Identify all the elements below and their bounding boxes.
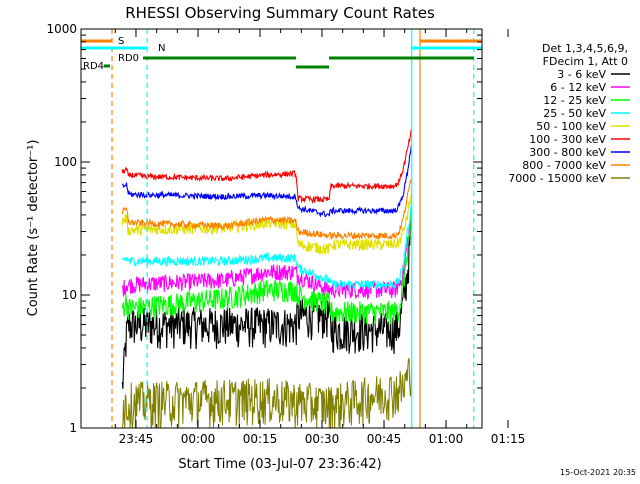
flag-label-3: RD0 bbox=[118, 53, 139, 64]
flag-label-5: RD4 bbox=[83, 61, 104, 72]
legend-label-1: 3 - 6 keV bbox=[557, 68, 606, 81]
series-line-3 bbox=[121, 205, 413, 325]
legend-header-line-2: FDecim 1, Att 0 bbox=[543, 55, 628, 68]
series-line-5 bbox=[121, 192, 413, 256]
y-tick-label-1: 1 bbox=[69, 421, 77, 435]
x-tick-label-7: 01:15 bbox=[491, 432, 526, 446]
legend-header-line-1: Det 1,3,4,5,6,9, bbox=[542, 42, 628, 55]
series-line-2 bbox=[121, 209, 413, 300]
generation-timestamp: 15-Oct-2021 20:35 bbox=[560, 468, 636, 477]
x-tick-label-1: 23:45 bbox=[119, 432, 154, 446]
legend-label-3: 12 - 25 keV bbox=[543, 94, 606, 107]
legend-label-8: 800 - 7000 keV bbox=[522, 159, 606, 172]
plot-frame bbox=[80, 28, 483, 429]
x-tick-label-4: 00:30 bbox=[305, 432, 340, 446]
legend: Det 1,3,4,5,6,9, FDecim 1, Att 0 3 - 6 k… bbox=[508, 42, 630, 185]
legend-label-9: 7000 - 15000 keV bbox=[508, 172, 606, 185]
legend-label-6: 100 - 300 keV bbox=[529, 133, 606, 146]
legend-label-2: 6 - 12 keV bbox=[550, 81, 606, 94]
series-line-8 bbox=[121, 177, 413, 240]
x-tick-label-3: 00:15 bbox=[243, 432, 278, 446]
y-axis-label: Count Rate (s⁻¹ detector⁻¹) bbox=[26, 140, 41, 317]
series-line-6 bbox=[121, 129, 413, 204]
flag-label-2: N bbox=[158, 43, 165, 54]
y-tick-label-4: 1000 bbox=[46, 22, 77, 36]
plot-area: S N RD0 RD4 23:45 00:00 00:15 00:30 00:45 01:00 01… bbox=[46, 22, 525, 446]
series-line-4 bbox=[121, 203, 413, 291]
flag-label-1: S bbox=[118, 36, 124, 47]
y-tick-label-3: 100 bbox=[54, 155, 77, 169]
x-tick-label-5: 00:45 bbox=[367, 432, 402, 446]
y-tick-label-2: 10 bbox=[62, 288, 77, 302]
legend-label-4: 25 - 50 keV bbox=[543, 107, 606, 120]
x-axis-label: Start Time (03-Jul-07 23:36:42) bbox=[178, 457, 381, 472]
series-line-7 bbox=[121, 144, 413, 218]
x-tick-label-2: 00:00 bbox=[181, 432, 216, 446]
series-line-1 bbox=[121, 220, 413, 389]
series-line-9 bbox=[121, 358, 412, 428]
legend-label-5: 50 - 100 keV bbox=[536, 120, 606, 133]
data-layer bbox=[81, 29, 482, 428]
x-tick-label-6: 01:00 bbox=[429, 432, 464, 446]
chart-title: RHESSI Observing Summary Count Rates bbox=[125, 4, 435, 22]
legend-label-7: 300 - 800 keV bbox=[529, 146, 606, 159]
